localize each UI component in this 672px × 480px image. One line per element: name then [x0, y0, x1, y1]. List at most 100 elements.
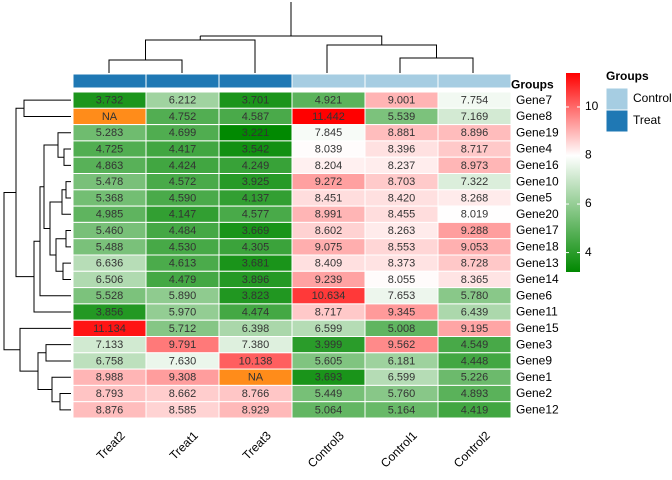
- legend-label: Treat: [633, 113, 661, 127]
- cell-value: 8.876: [96, 404, 124, 416]
- dendrogram-branch: [15, 107, 34, 278]
- color-scale-bar: [566, 73, 580, 272]
- column-label: Treat1: [167, 428, 201, 462]
- cell-value: 7.380: [242, 339, 270, 351]
- dendrogram-branch: [37, 352, 52, 390]
- annotation-cell: [291, 73, 366, 89]
- row-label: Gene3: [516, 337, 552, 351]
- cell-value: 9.345: [388, 306, 416, 318]
- group-legend-title: Groups: [606, 69, 649, 83]
- cell-value: 5.008: [388, 323, 416, 335]
- cell-value: 4.417: [169, 143, 197, 155]
- cell-value: 7.754: [461, 95, 489, 107]
- annotation-cell: [145, 73, 220, 89]
- cell-value: 3.896: [242, 274, 270, 286]
- cell-value: 8.766: [242, 388, 270, 400]
- cell-value: 3.221: [242, 127, 270, 139]
- scale-tick-label: 6: [585, 196, 592, 210]
- cell-value: 3.856: [96, 306, 124, 318]
- cell-value: 7.169: [461, 111, 489, 123]
- cell-value: 4.985: [96, 209, 124, 221]
- cell-value: 8.728: [461, 258, 489, 270]
- cell-value: 8.585: [169, 404, 197, 416]
- cell-value: 11.442: [312, 111, 345, 123]
- cell-value: 8.896: [461, 127, 489, 139]
- cell-value: 4.863: [96, 160, 124, 172]
- column-label: Treat2: [94, 428, 128, 462]
- cell-value: 4.921: [315, 95, 343, 107]
- column-labels: Treat2 Treat1 Treat3 Control3 Control1 Contro…: [94, 428, 493, 470]
- cell-value: 6.636: [96, 258, 124, 270]
- row-label: Gene10: [516, 174, 559, 188]
- cell-value: 4.479: [169, 274, 197, 286]
- cell-value: 4.587: [242, 111, 270, 123]
- column-label: Control2: [451, 428, 493, 470]
- cell-value: 5.368: [96, 192, 124, 204]
- cell-value: 4.474: [242, 306, 270, 318]
- cell-value: 4.725: [96, 143, 124, 155]
- cell-value: 3.732: [96, 95, 124, 107]
- scale-tick-label: 10: [585, 99, 599, 113]
- cell-value: 10.634: [312, 290, 346, 302]
- cell-value: 8.991: [315, 209, 343, 221]
- cell-value: 9.075: [315, 241, 343, 253]
- dendrogram-branch: [63, 148, 71, 166]
- cell-value: 4.572: [169, 176, 197, 188]
- cell-value: 4.752: [169, 111, 197, 123]
- cell-value: 8.717: [315, 306, 343, 318]
- row-label: Gene13: [516, 256, 559, 270]
- row-label: Gene7: [516, 93, 552, 107]
- cell-value: 6.398: [242, 323, 270, 335]
- cell-value: 4.137: [242, 192, 270, 204]
- cell-value: 9.053: [461, 241, 489, 253]
- cell-value: 3.669: [242, 225, 270, 237]
- cell-value: 8.204: [315, 160, 343, 172]
- cell-value: 8.717: [461, 143, 489, 155]
- annotation-cell: [437, 73, 512, 89]
- cell-value: 4.249: [242, 160, 270, 172]
- cell-value: 6.181: [388, 355, 416, 367]
- cell-value: 10.138: [239, 355, 273, 367]
- cell-value: 4.699: [169, 127, 197, 139]
- cell-value: 4.147: [169, 209, 197, 221]
- cell-value: 9.288: [461, 225, 489, 237]
- column-label: Treat3: [240, 428, 274, 462]
- column-label: Control3: [305, 428, 347, 470]
- cell-value: 7.653: [388, 290, 416, 302]
- column-dendrogram: [108, 2, 474, 73]
- row-label: Gene17: [516, 223, 559, 237]
- cell-value: 4.530: [169, 241, 197, 253]
- color-scale-legend: 4 6 8 10: [566, 73, 599, 272]
- cell-value: 8.553: [388, 241, 416, 253]
- dendrogram-branch: [45, 344, 71, 362]
- cell-value: 4.590: [169, 192, 197, 204]
- cell-value: 8.237: [388, 160, 416, 172]
- cell-value: 8.039: [315, 143, 343, 155]
- row-label: Gene20: [516, 207, 559, 221]
- annotation-cell: [72, 73, 147, 89]
- cell-value: 9.001: [388, 95, 416, 107]
- cell-value: 4.305: [242, 241, 270, 253]
- cell-value: 3.701: [242, 95, 270, 107]
- cell-value: 4.424: [169, 160, 197, 172]
- row-label: Gene11: [516, 305, 558, 319]
- scale-tick-label: 8: [585, 148, 592, 162]
- legend-swatch: [605, 109, 629, 133]
- cell-value: 5.528: [96, 290, 124, 302]
- row-label: Gene16: [516, 158, 559, 172]
- cell-value: 5.478: [96, 176, 124, 188]
- cell-value: 4.613: [169, 258, 197, 270]
- cell-value: 6.439: [461, 306, 489, 318]
- group-annotation-bar: [72, 73, 512, 89]
- cell-value: 5.970: [169, 306, 197, 318]
- cell-value: 5.780: [461, 290, 489, 302]
- cell-value: 8.268: [461, 192, 489, 204]
- scale-tick-label: 4: [585, 245, 592, 259]
- row-label: Gene9: [516, 354, 552, 368]
- annotation-cell: [218, 73, 293, 89]
- cell-value: 6.758: [96, 355, 124, 367]
- cell-value: 7.630: [169, 355, 197, 367]
- row-label: Gene8: [516, 109, 552, 123]
- cell-value: 4.419: [461, 404, 489, 416]
